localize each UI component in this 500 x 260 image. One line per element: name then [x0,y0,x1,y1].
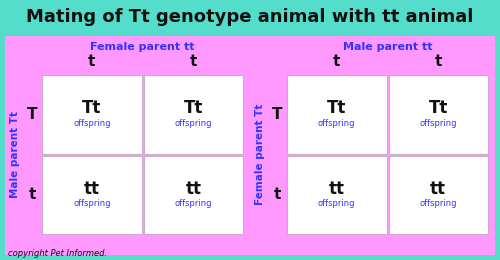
Text: Mating of Tt genotype animal with tt animal: Mating of Tt genotype animal with tt ani… [26,8,473,26]
FancyBboxPatch shape [388,155,488,234]
Text: T: T [272,107,282,122]
Text: offspring: offspring [420,119,457,128]
Text: offspring: offspring [73,119,110,128]
Text: offspring: offspring [420,199,457,208]
Text: tt: tt [185,180,201,198]
Text: t: t [434,54,442,68]
Text: tt: tt [84,180,100,198]
Text: t: t [190,54,197,68]
FancyBboxPatch shape [144,75,243,153]
Text: T: T [27,107,37,122]
Text: Male parent Tt: Male parent Tt [10,111,20,198]
Text: t: t [88,54,96,68]
Text: copyright Pet Informed.: copyright Pet Informed. [8,249,107,258]
Text: offspring: offspring [318,119,356,128]
Text: offspring: offspring [73,199,110,208]
Text: Female parent tt: Female parent tt [90,42,195,52]
FancyBboxPatch shape [388,75,488,153]
Text: t: t [28,187,35,202]
Text: Female parent Tt: Female parent Tt [255,104,265,205]
Text: Tt: Tt [184,99,203,117]
FancyBboxPatch shape [42,155,141,234]
FancyBboxPatch shape [5,36,495,255]
FancyBboxPatch shape [287,155,386,234]
Text: Tt: Tt [327,99,346,117]
Text: tt: tt [430,180,446,198]
Text: t: t [274,187,280,202]
FancyBboxPatch shape [144,155,243,234]
FancyBboxPatch shape [287,75,386,153]
Text: offspring: offspring [318,199,356,208]
Text: tt: tt [329,180,345,198]
Text: Tt: Tt [82,99,102,117]
Text: Tt: Tt [428,99,448,117]
Text: t: t [333,54,340,68]
Text: offspring: offspring [174,119,212,128]
Text: offspring: offspring [174,199,212,208]
Text: Male parent tt: Male parent tt [343,42,432,52]
FancyBboxPatch shape [42,75,141,153]
